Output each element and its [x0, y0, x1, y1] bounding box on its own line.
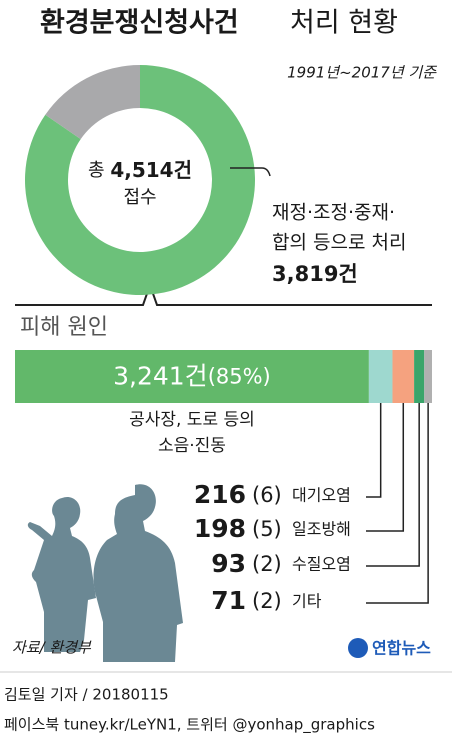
- center-caption: 접수: [123, 187, 156, 208]
- leader: [366, 403, 420, 567]
- divider: [15, 281, 432, 306]
- section-title: 피해 원인: [20, 315, 108, 340]
- center-total: 총 4,514건: [88, 158, 192, 182]
- item-percent: (2): [252, 552, 282, 576]
- leader: [366, 403, 382, 498]
- leader: [230, 167, 271, 177]
- bar-segment: [424, 350, 432, 403]
- donut-segment: [45, 65, 140, 140]
- leader: [366, 403, 405, 532]
- silhouettes: [27, 484, 183, 662]
- segment-value: 3,819건: [272, 262, 358, 286]
- category-label: 공사장, 도로 등의 소음·진동: [129, 410, 255, 456]
- leader: [366, 403, 429, 604]
- title-light: 처리 현황: [290, 8, 398, 39]
- bar-segment: [15, 350, 369, 403]
- logo-mark: [348, 638, 368, 658]
- title: 환경분쟁신청사건: [40, 8, 239, 39]
- segment-label: 합의 등으로 처리: [272, 232, 406, 254]
- item-value: 216: [194, 480, 246, 509]
- bar-percent: (85%): [208, 365, 271, 389]
- item-percent: (5): [252, 517, 282, 541]
- center-prefix: 총: [88, 160, 105, 181]
- item-category: 일조방해: [292, 520, 351, 539]
- item-percent: (6): [252, 483, 282, 507]
- item-category: 수질오염: [292, 555, 351, 574]
- bar-label: 3,241건(85%): [113, 362, 271, 391]
- bar-segment: [368, 350, 393, 403]
- logo: 연합뉴스: [372, 639, 431, 658]
- bar-value: 3,241건: [113, 362, 208, 391]
- item-category: 기타: [292, 592, 322, 611]
- item-category: 대기오염: [292, 486, 351, 505]
- byline: 김토일 기자 / 20180115: [4, 686, 169, 704]
- bar-segment: [392, 350, 415, 403]
- item-value: 93: [211, 549, 246, 578]
- center-value: 4,514건: [110, 158, 192, 182]
- source: 자료/ 환경부: [12, 639, 92, 657]
- social: 페이스북 tuney.kr/LeYN1, 트위터 @yonhap_graphic…: [4, 716, 375, 735]
- subtitle: 1991년~2017년 기준: [287, 64, 437, 82]
- item-value: 198: [194, 514, 246, 543]
- item-value: 71: [211, 586, 246, 615]
- donut-segment: [25, 65, 255, 296]
- segment-label: 재정·조정·중재·: [272, 202, 395, 224]
- bar-segment: [414, 350, 425, 403]
- item-percent: (2): [252, 589, 282, 613]
